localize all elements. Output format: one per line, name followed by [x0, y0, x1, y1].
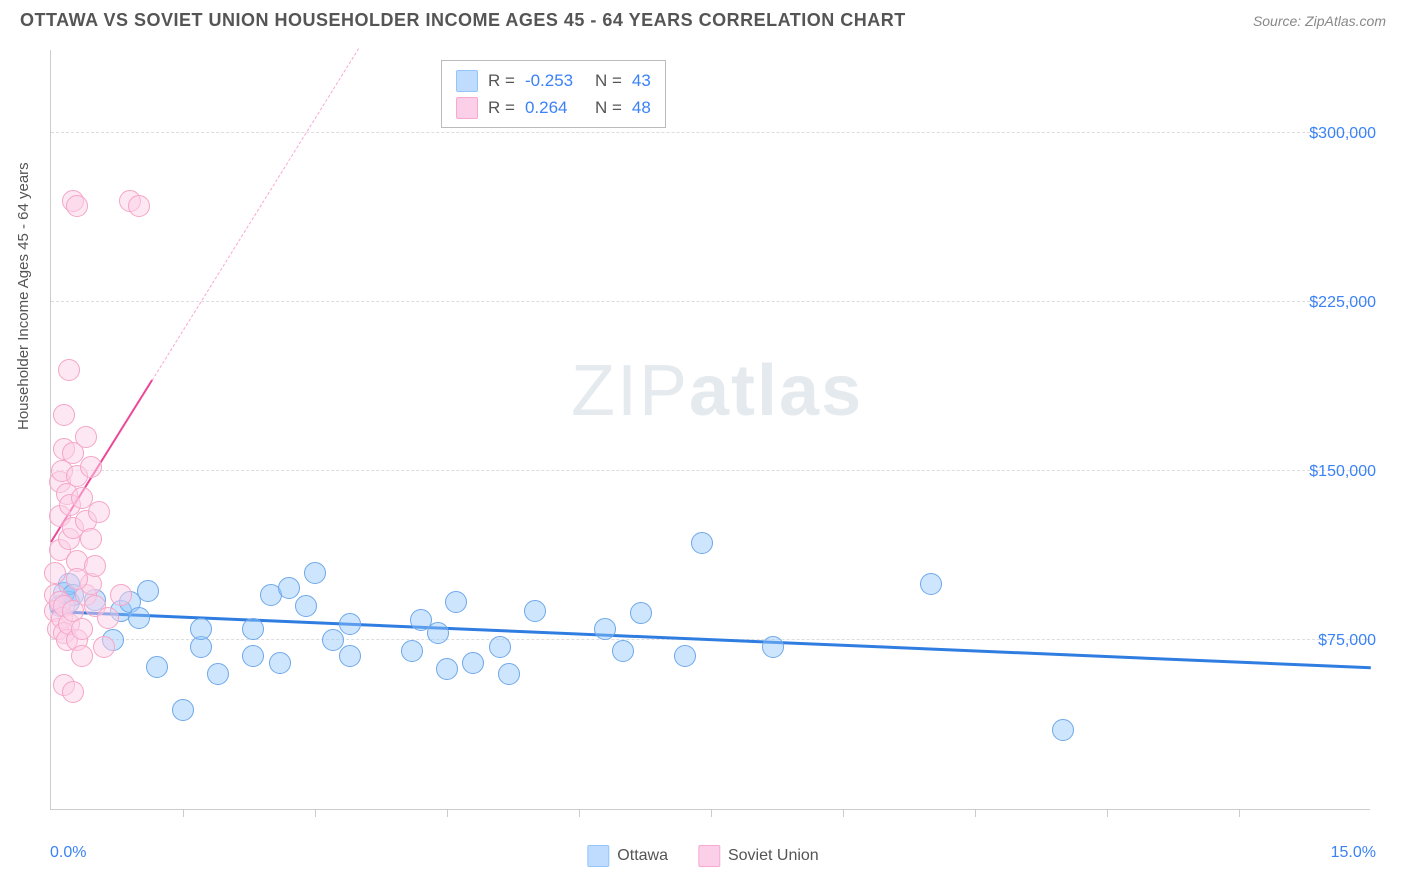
data-point — [172, 699, 194, 721]
data-point — [146, 656, 168, 678]
data-point — [295, 595, 317, 617]
data-point — [62, 681, 84, 703]
data-point — [242, 645, 264, 667]
data-point — [498, 663, 520, 685]
data-point — [269, 652, 291, 674]
data-point — [427, 622, 449, 644]
data-point — [401, 640, 423, 662]
y-axis-title: Householder Income Ages 45 - 64 years — [15, 162, 32, 430]
data-point — [445, 591, 467, 613]
data-point — [462, 652, 484, 674]
data-point — [304, 562, 326, 584]
data-point — [84, 555, 106, 577]
data-point — [44, 562, 66, 584]
data-point — [339, 613, 361, 635]
x-tick — [975, 809, 976, 817]
data-point — [489, 636, 511, 658]
data-point — [207, 663, 229, 685]
scatter-chart: ZIPatlas R = -0.253 N = 43 R = 0.264 N = 48 — [50, 50, 1370, 810]
data-point — [691, 532, 713, 554]
legend-swatch — [587, 845, 609, 867]
stats-row: R = -0.253 N = 43 — [456, 67, 651, 94]
data-point — [71, 618, 93, 640]
x-tick — [183, 809, 184, 817]
stats-box: R = -0.253 N = 43 R = 0.264 N = 48 — [441, 60, 666, 128]
legend-swatch — [456, 70, 478, 92]
r-value: -0.253 — [525, 67, 585, 94]
x-tick — [1107, 809, 1108, 817]
x-tick — [1239, 809, 1240, 817]
y-tick-label: $225,000 — [1309, 294, 1376, 312]
n-label: N = — [595, 67, 622, 94]
data-point — [630, 602, 652, 624]
data-point — [97, 607, 119, 629]
stats-row: R = 0.264 N = 48 — [456, 94, 651, 121]
legend-item: Ottawa — [587, 845, 668, 867]
n-label: N = — [595, 94, 622, 121]
gridline — [51, 301, 1370, 302]
data-point — [66, 568, 88, 590]
y-tick-label: $75,000 — [1318, 632, 1376, 650]
data-point — [920, 573, 942, 595]
data-point — [762, 636, 784, 658]
legend-item: Soviet Union — [698, 845, 819, 867]
data-point — [322, 629, 344, 651]
n-value: 48 — [632, 94, 651, 121]
gridline — [51, 470, 1370, 471]
data-point — [88, 501, 110, 523]
source-label: Source: ZipAtlas.com — [1253, 13, 1386, 29]
data-point — [594, 618, 616, 640]
data-point — [80, 456, 102, 478]
legend-label: Soviet Union — [728, 847, 819, 865]
data-point — [93, 636, 115, 658]
gridline — [51, 132, 1370, 133]
legend-swatch — [698, 845, 720, 867]
data-point — [524, 600, 546, 622]
chart-title: OTTAWA VS SOVIET UNION HOUSEHOLDER INCOM… — [20, 10, 906, 31]
x-tick — [447, 809, 448, 817]
data-point — [190, 618, 212, 640]
trendline-ext — [152, 48, 360, 381]
data-point — [128, 195, 150, 217]
y-tick-label: $150,000 — [1309, 463, 1376, 481]
data-point — [339, 645, 361, 667]
data-point — [80, 528, 102, 550]
data-point — [58, 359, 80, 381]
y-tick-label: $300,000 — [1309, 125, 1376, 143]
data-point — [66, 195, 88, 217]
x-axis-min-label: 0.0% — [50, 844, 86, 862]
data-point — [1052, 719, 1074, 741]
data-point — [436, 658, 458, 680]
legend-swatch — [456, 97, 478, 119]
data-point — [612, 640, 634, 662]
r-label: R = — [488, 94, 515, 121]
data-point — [71, 645, 93, 667]
data-point — [278, 577, 300, 599]
x-tick — [711, 809, 712, 817]
x-tick — [843, 809, 844, 817]
x-axis-max-label: 15.0% — [1331, 844, 1376, 862]
bottom-legend: Ottawa Soviet Union — [587, 845, 818, 867]
data-point — [53, 404, 75, 426]
data-point — [75, 426, 97, 448]
watermark: ZIPatlas — [571, 350, 863, 432]
data-point — [110, 584, 132, 606]
r-value: 0.264 — [525, 94, 585, 121]
data-point — [128, 607, 150, 629]
legend-label: Ottawa — [617, 847, 668, 865]
data-point — [242, 618, 264, 640]
r-label: R = — [488, 67, 515, 94]
x-tick — [579, 809, 580, 817]
data-point — [674, 645, 696, 667]
n-value: 43 — [632, 67, 651, 94]
x-tick — [315, 809, 316, 817]
data-point — [137, 580, 159, 602]
